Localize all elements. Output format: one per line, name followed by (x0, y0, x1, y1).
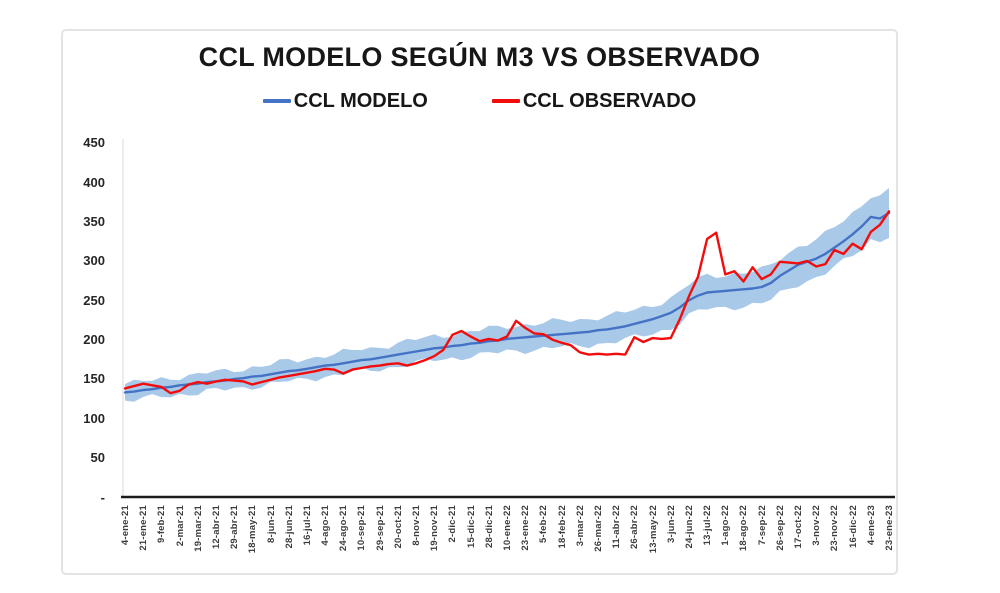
x-tick-label: 28-jun-21 (283, 505, 295, 549)
series-line-observado (123, 210, 891, 395)
x-tick-label: 17-oct-22 (793, 505, 805, 549)
x-tick-label: 9-feb-21 (156, 505, 168, 544)
x-tick-label: 19-mar-21 (192, 505, 204, 552)
x-tick-label: 5-feb-22 (538, 505, 550, 544)
y-tick-label: 100 (83, 410, 105, 426)
x-tick-label: 8-nov-21 (411, 505, 423, 546)
x-tick-label: 23-ene-22 (520, 505, 532, 551)
x-tick-label: 11-abr-22 (611, 505, 623, 549)
x-tick-label: 20-oct-21 (392, 505, 404, 549)
x-tick-label: 1-ago-22 (720, 505, 732, 546)
y-tick-label: - (100, 489, 105, 505)
x-tick-label: 21-ene-21 (138, 505, 150, 551)
chart-title: CCL MODELO SEGÚN M3 VS OBSERVADO (198, 42, 761, 72)
x-tick-label: 26-mar-22 (592, 505, 604, 552)
x-tick-label: 29-sep-21 (374, 505, 386, 551)
line-chart (121, 139, 895, 499)
legend-item-observado: CCL OBSERVADO (491, 89, 697, 113)
legend-label-modelo: CCL MODELO (293, 89, 428, 112)
legend-marker-modelo-icon (262, 99, 291, 103)
y-tick-label: 250 (83, 292, 105, 308)
x-tick-label: 8-jun-21 (265, 505, 277, 544)
y-tick-label: 50 (90, 450, 105, 466)
y-tick-label: 150 (83, 371, 105, 387)
legend-marker-observado-icon (491, 99, 520, 103)
x-tick-label: 7-sep-22 (756, 505, 768, 546)
x-tick-label: 4-ene-23 (865, 505, 877, 546)
x-tick-label: 13-may-22 (647, 505, 659, 554)
x-tick-label: 16-jul-21 (301, 505, 313, 546)
x-tick-label: 16-dic-22 (847, 505, 859, 548)
legend-item-modelo: CCL MODELO (262, 89, 428, 113)
x-tick-label: 4-ene-21 (120, 505, 131, 546)
y-tick-label: 350 (83, 214, 105, 230)
legend-label-observado: CCL OBSERVADO (522, 89, 697, 112)
x-tick-label: 23-nov-22 (829, 505, 841, 552)
x-tick-label: 10-sep-21 (356, 505, 368, 551)
x-tick-label: 15-dic-21 (465, 505, 477, 548)
x-tick-label: 3-nov-22 (811, 505, 823, 546)
series-line-modelo (123, 211, 891, 394)
y-tick-label: 200 (83, 332, 105, 348)
x-tick-label: 10-ene-22 (502, 505, 513, 551)
x-tick-label: 29-abr-21 (229, 505, 241, 550)
x-tick-label: 18-feb-22 (556, 505, 568, 549)
chart-panel: CCL MODELO SEGÚN M3 VS OBSERVADO CCL MOD… (61, 29, 898, 575)
x-tick-label: 3-mar-22 (574, 505, 586, 547)
x-tick-label: 4-ago-21 (320, 505, 332, 546)
confidence-band (125, 188, 889, 402)
y-tick-label: 300 (83, 253, 105, 269)
x-tick-label: 28-dic-21 (483, 505, 495, 548)
x-tick-label: 26-abr-22 (629, 505, 641, 550)
x-tick-label: 24-jun-22 (683, 505, 695, 549)
x-tick-label: 13-jul-22 (702, 505, 714, 546)
x-tick-label: 18-may-21 (247, 505, 259, 554)
x-tick-label: 26-sep-22 (774, 505, 786, 551)
y-tick-label: 400 (83, 174, 105, 190)
x-tick-label: 2-dic-21 (447, 505, 459, 543)
chart-legend: CCL MODELO CCL OBSERVADO (63, 88, 896, 114)
x-tick-label: 19-nov-21 (429, 505, 441, 552)
y-tick-label: 450 (83, 135, 105, 151)
x-tick-label: 18-ago-22 (738, 505, 750, 552)
x-tick-label: 2-mar-21 (174, 505, 186, 547)
x-tick-label: 24-ago-21 (338, 505, 350, 552)
x-tick-label: 12-abr-21 (210, 505, 222, 550)
x-tick-label: 23-ene-23 (884, 505, 895, 551)
x-tick-label: 3-jun-22 (665, 505, 677, 544)
